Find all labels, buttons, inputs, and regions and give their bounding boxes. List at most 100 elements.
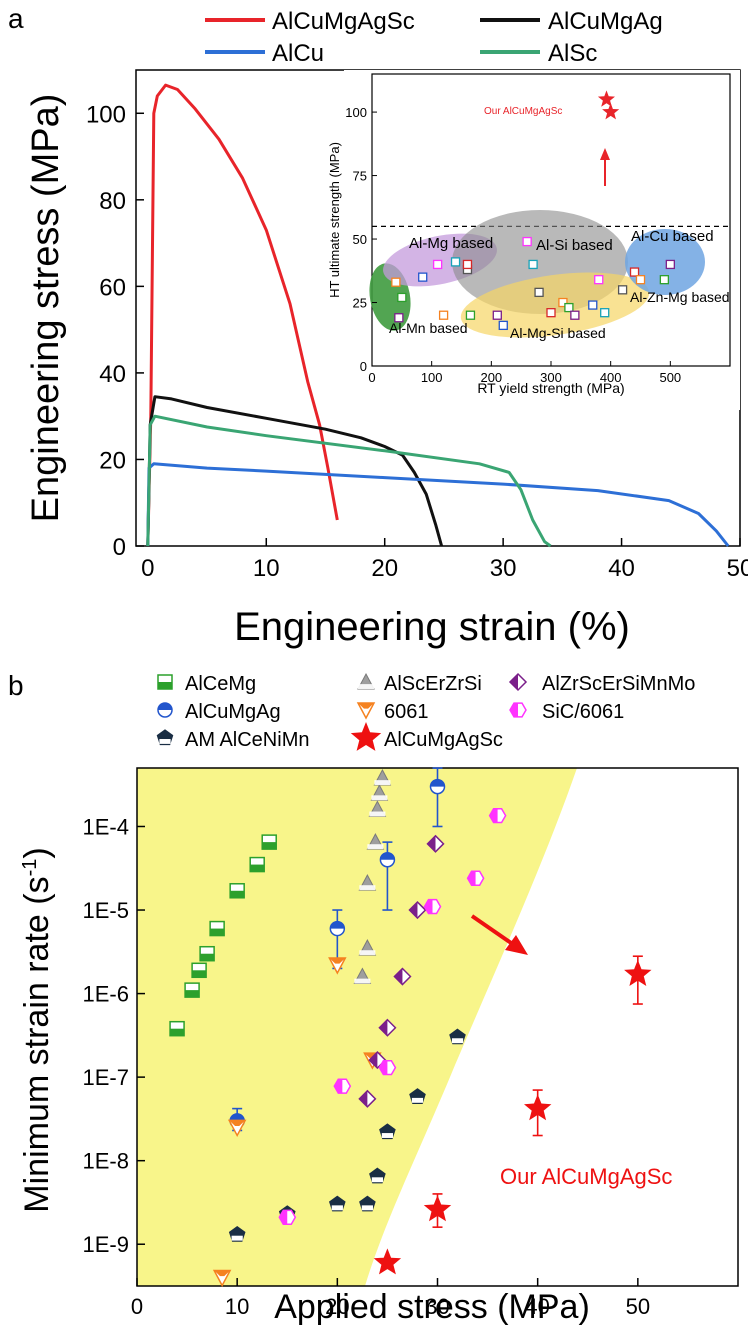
inset-data-point bbox=[635, 275, 646, 285]
panel-a: a AlCuMgAgSc AlCuMgAg AlCu AlSc 0 10 20 30 4… bbox=[8, 3, 748, 649]
data-point-alcumgagsc bbox=[624, 959, 652, 986]
data-point-alcemg bbox=[249, 856, 265, 873]
legend-label-alcu: AlCu bbox=[272, 40, 324, 67]
panel-b-legend: AlCeMg AlCuMgAg AM AlCeNiMn AlScErZrSi 6… bbox=[156, 672, 695, 751]
panel-a-y-tick-label: 0 bbox=[113, 534, 126, 561]
inset-highlight-label: Our AlCuMgAgSc bbox=[484, 106, 562, 117]
panel-a-label: a bbox=[8, 3, 24, 34]
inset-data-point bbox=[394, 313, 404, 323]
data-point-alzrscersimnmo bbox=[408, 900, 427, 920]
panel-a-x-tick-label: 40 bbox=[608, 555, 635, 582]
inset-data-point bbox=[450, 257, 461, 267]
data-point-alscerzrsi bbox=[370, 784, 389, 801]
panel-b-x-tick-label: 50 bbox=[626, 1294, 650, 1319]
inset-data-point bbox=[617, 285, 628, 295]
panel-b-ticks: 0 10 20 30 40 50 1E-9 1E-8 1E-7 1E-6 1E-5 1E-4 bbox=[83, 814, 651, 1319]
data-point-alcumgagsc bbox=[373, 1248, 402, 1275]
legend-label-alcumgag: AlCuMgAg bbox=[548, 8, 663, 35]
legend-label-alsc: AlSc bbox=[548, 40, 597, 67]
data-point-6061 bbox=[212, 1269, 232, 1288]
inset-y-tick-label: 75 bbox=[353, 169, 367, 184]
data-point-6061 bbox=[227, 1119, 247, 1138]
data-point-am-alcenimn bbox=[228, 1225, 246, 1242]
data-point-alscerzrsi bbox=[358, 939, 377, 956]
inset-data-point bbox=[528, 259, 538, 270]
inset-y-tick-label: 100 bbox=[345, 105, 367, 120]
panel-b-annotation: Our AlCuMgAgSc bbox=[500, 1164, 672, 1189]
data-point-sic-6061 bbox=[378, 1059, 397, 1076]
panel-a-x-axis-label: Engineering strain (%) bbox=[234, 605, 630, 649]
panel-a-x-tick-label: 20 bbox=[371, 555, 398, 582]
legend-marker-am-alcenimn bbox=[156, 729, 174, 746]
legend-label-am-alcenimn: AM AlCeNiMn bbox=[185, 729, 309, 751]
panel-a-y-tick-label: 100 bbox=[86, 101, 126, 128]
inset-data-point bbox=[465, 310, 476, 320]
panel-a-legend: AlCuMgAgSc AlCuMgAg AlCu AlSc bbox=[205, 8, 663, 67]
inset-x-tick-label: 400 bbox=[600, 370, 622, 385]
inset-group-label-al-zn-mg: Al-Zn-Mg based bbox=[630, 289, 730, 305]
data-point-sic-6061 bbox=[333, 1078, 352, 1094]
inset-data-point bbox=[600, 308, 610, 318]
inset-y-tick-label: 50 bbox=[353, 232, 367, 247]
panel-b-y-tick-label: 1E-6 bbox=[83, 982, 129, 1007]
data-point-alcemg bbox=[229, 883, 245, 899]
series-line-alcumgag bbox=[146, 395, 444, 547]
inset-highlight-star bbox=[602, 103, 620, 120]
inset-data-point bbox=[391, 277, 401, 287]
panel-b-shaded-region bbox=[137, 768, 577, 1286]
panel-b-x-tick-label: 0 bbox=[131, 1294, 143, 1319]
data-point-alscerzrsi bbox=[358, 874, 377, 891]
legend-label-alcemg: AlCeMg bbox=[185, 673, 256, 695]
panel-b-x-axis-label: Applied stress (MPa) bbox=[274, 1288, 590, 1326]
data-point-am-alcenimn bbox=[409, 1088, 426, 1105]
panel-b-x-tick-label: 30 bbox=[425, 1294, 449, 1319]
panel-a-y-axis-label: Engineering stress (MPa) bbox=[25, 94, 67, 523]
legend-marker-alcumgag bbox=[157, 702, 173, 718]
panel-a-y-tick-label: 20 bbox=[99, 447, 126, 474]
panel-b-y-axis-label: Minimum strain rate (s-1) bbox=[18, 847, 56, 1212]
inset-x-tick-label: 200 bbox=[480, 370, 502, 385]
inset-x-tick-label: 500 bbox=[659, 370, 681, 385]
data-point-alzrscersimnmo bbox=[358, 1089, 377, 1108]
data-point-alzrscersimnmo bbox=[393, 967, 412, 986]
data-point-alcumgag bbox=[429, 778, 446, 795]
data-point-alcumgagsc bbox=[423, 1195, 452, 1222]
data-point-alscerzrsi bbox=[353, 967, 372, 985]
inset-data-point bbox=[438, 310, 449, 320]
inset-group-label-al-mg: Al-Mg based bbox=[409, 235, 493, 252]
inset-data-point bbox=[546, 308, 556, 318]
series-line-alcumgagsc bbox=[146, 83, 339, 547]
inset-data-point bbox=[397, 292, 407, 303]
inset-data-point bbox=[418, 272, 428, 282]
inset-data-point bbox=[564, 302, 574, 313]
legend-label-alcumgagsc: AlCuMgAgSc bbox=[272, 8, 415, 35]
inset-data-point bbox=[659, 275, 670, 285]
data-point-alscerzrsi bbox=[366, 833, 385, 850]
inset-arrow-head bbox=[600, 148, 610, 160]
legend-label-alcumgag-b: AlCuMgAg bbox=[185, 701, 281, 723]
data-point-alscerzrsi bbox=[373, 768, 392, 786]
data-point-alcemg bbox=[261, 834, 277, 850]
data-point-alcemg bbox=[184, 982, 200, 998]
panel-b-label: b bbox=[8, 670, 24, 701]
panel-a-x-tick-label: 50 bbox=[727, 555, 748, 582]
legend-label-alcumgagsc-b: AlCuMgAgSc bbox=[384, 729, 503, 751]
panel-b-x-tick-label: 10 bbox=[225, 1294, 249, 1319]
panel-a-x-tick-label: 0 bbox=[141, 555, 154, 582]
legend-label-alzrscersimnmo: AlZrScErSiMnMo bbox=[542, 673, 695, 695]
panel-b-y-tick-label: 1E-5 bbox=[83, 898, 129, 923]
inset-x-tick-label: 0 bbox=[368, 370, 375, 385]
inset-highlight-star bbox=[597, 90, 615, 107]
inset-highlight-stars bbox=[597, 90, 620, 120]
data-point-sic-6061 bbox=[423, 898, 442, 915]
panel-b: b AlCeMg AlCuMgAg AM AlCeNiMn AlScErZrSi… bbox=[8, 670, 739, 1326]
legend-marker-alzrscersimnmo bbox=[508, 672, 528, 692]
panel-b-x-tick-label: 20 bbox=[325, 1294, 349, 1319]
data-point-am-alcenimn bbox=[359, 1195, 376, 1212]
inset-points bbox=[391, 236, 675, 331]
panel-b-y-tick-label: 1E-9 bbox=[83, 1232, 129, 1257]
inset-data-point bbox=[594, 275, 604, 285]
data-point-alcemg bbox=[209, 920, 225, 937]
